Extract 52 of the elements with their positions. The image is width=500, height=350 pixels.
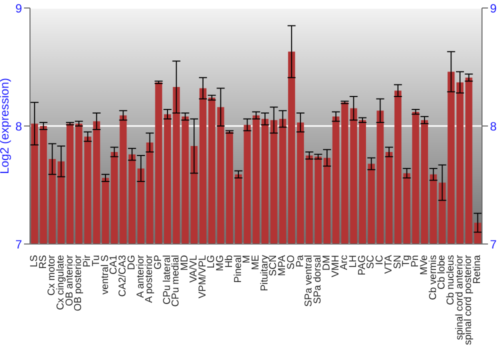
x-tick-label: SN	[392, 255, 404, 269]
x-tick-label: ME	[250, 254, 262, 270]
x-tick-label: A posterior	[144, 254, 156, 303]
x-tick-label: Cx cingulate	[56, 254, 67, 310]
y-tick-label: 9	[15, 1, 22, 16]
x-tick-label: CA1	[108, 254, 120, 274]
y-axis-title: Log2 (expression)	[0, 78, 12, 174]
x-tick-label: Pir	[82, 254, 94, 268]
x-tick-label: Pa	[294, 254, 306, 268]
y2-tick-label: 9	[490, 1, 497, 16]
y2-tick-label: 8	[490, 119, 497, 134]
x-tick-label: GP	[153, 254, 164, 270]
x-tick-label: SO	[286, 254, 297, 270]
x-tick-label: ventral S	[100, 254, 111, 294]
x-tick-label: Retina	[472, 254, 484, 284]
y-tick-label: 7	[15, 237, 22, 252]
x-tick-label: spinal cord posterior	[463, 254, 474, 346]
y-tick-label: 8	[15, 119, 22, 134]
x-tick-label: spinal cord anterior	[454, 254, 466, 340]
x-tick-label: IC	[374, 255, 386, 265]
x-tick-label: Tu	[90, 255, 102, 266]
x-tick-label: RS	[38, 254, 49, 269]
x-tick-label: CA2/CA3	[118, 254, 129, 297]
x-tick-label: Pituitary	[259, 255, 270, 292]
x-tick-label: MVe	[418, 254, 430, 276]
y2-tick-label: 7	[490, 237, 497, 252]
x-tick-label: Arc	[339, 255, 350, 270]
x-tick-label: Pn	[410, 255, 422, 268]
x-tick-label: MPA	[277, 254, 288, 276]
x-tick-label: Pineal	[232, 255, 244, 283]
x-tick-label: SPa dorsal	[312, 255, 324, 304]
x-tick-label: M	[242, 255, 253, 264]
x-tick-label: DG	[126, 254, 138, 270]
x-tick-label: OB posterior	[73, 254, 84, 312]
x-tick-label: VA/VL	[188, 254, 200, 283]
x-tick-label: Tg	[401, 255, 412, 267]
x-tick-label: VMH	[330, 255, 342, 278]
x-tick-label: SCN	[268, 255, 280, 276]
x-tick-label: Hb	[224, 254, 235, 268]
x-tick-label: LH	[348, 255, 359, 268]
x-tick-label: A anterior	[135, 254, 146, 298]
x-tick-label: LS	[28, 254, 40, 268]
x-tick-label: VPM/VPL	[197, 254, 208, 298]
x-tick-label: Cb lobe	[436, 254, 448, 290]
x-tick-label: VTA	[383, 254, 394, 274]
x-tick-label: SC	[366, 255, 377, 269]
x-tick-label: DM	[321, 255, 332, 271]
x-tick-label: OB anterior	[64, 254, 76, 306]
x-tick-label: CPu medial	[170, 255, 182, 307]
x-tick-label: Cb nucleus	[445, 255, 456, 306]
x-tick-label: LG	[206, 254, 218, 268]
x-tick-label: PAG	[356, 254, 368, 276]
